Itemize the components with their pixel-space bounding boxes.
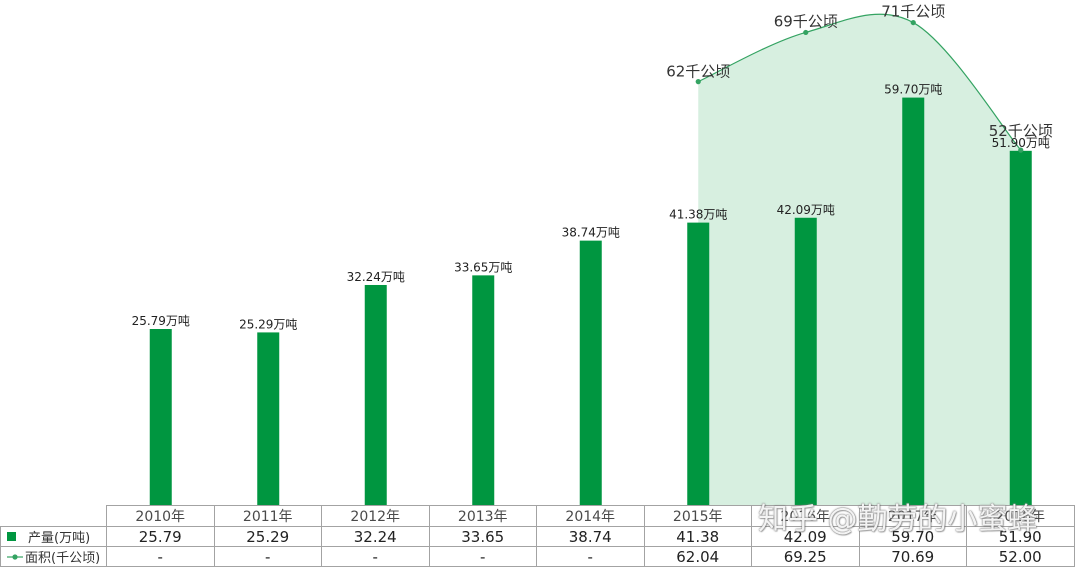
table-header-year: 2010年 [107, 505, 215, 527]
area-point-marker [910, 19, 916, 26]
area-data-label: 52千公顷 [989, 122, 1053, 140]
area-point-marker [1018, 147, 1024, 153]
table-header-year: 2016年 [752, 505, 860, 527]
legend-line-marker-icon [7, 553, 23, 560]
row-label-production: 产量(万吨) [0, 527, 107, 547]
area-data-label: 69千公顷 [774, 12, 838, 30]
table-value: 25.79 [107, 527, 215, 547]
table-value: 32.24 [322, 527, 430, 547]
table-value: - [214, 547, 322, 567]
table-value: 42.09 [752, 527, 860, 547]
bar-2014年 [579, 240, 602, 505]
table-value: 25.29 [214, 527, 322, 547]
row-label-text: 面积(千公顷) [25, 551, 101, 566]
bar-data-label: 32.24万吨 [347, 270, 405, 284]
table-value: 41.38 [644, 527, 752, 547]
table-value: - [107, 547, 215, 567]
table-value: 52.00 [967, 547, 1075, 567]
bar-data-label: 42.09万吨 [777, 203, 835, 217]
table-value: 69.25 [752, 547, 860, 567]
chart-plot: 25.79万吨 25.29万吨 32.24万吨 33.65万吨 38.74万吨 41.38… [132, 3, 1053, 505]
row-label-text: 产量(万吨) [28, 531, 91, 546]
data-table: 2010年 2011年 2012年 2013年 2014年 2015年 2016年 2017年… [0, 505, 1075, 567]
area-data-label: 62千公顷 [666, 63, 730, 81]
bar-data-label: 38.74万吨 [562, 226, 620, 240]
table-header-year: 2018年 [967, 505, 1075, 527]
bar-2016年 [794, 217, 817, 505]
bar-series [149, 97, 1032, 505]
area-point-marker [695, 79, 701, 85]
bar-data-label: 59.70万吨 [884, 83, 942, 97]
table-header-year: 2017年 [859, 505, 967, 527]
table-header-year: 2011年 [214, 505, 322, 527]
table-header-year: 2014年 [537, 505, 645, 527]
table-header-year: 2012年 [322, 505, 430, 527]
table-value: 38.74 [537, 527, 645, 547]
table-value: - [322, 547, 430, 567]
bar-2013年 [472, 275, 495, 505]
bar-2015年 [687, 222, 710, 505]
bar-data-label: 25.79万吨 [132, 314, 190, 328]
data-labels: 25.79万吨 25.29万吨 32.24万吨 33.65万吨 38.74万吨 41.38… [132, 3, 1053, 332]
bar-2012年 [364, 284, 387, 505]
bar-data-label: 33.65万吨 [454, 260, 512, 274]
table-value: 62.04 [644, 547, 752, 567]
table-header-year: 2015年 [644, 505, 752, 527]
table-value: 51.90 [967, 527, 1075, 547]
area-series [698, 13, 1022, 505]
area-point-marker [803, 29, 809, 36]
bar-2011年 [257, 332, 280, 505]
table-value: 59.70 [859, 527, 967, 547]
area-point-markers [695, 19, 1024, 153]
table-value: - [537, 547, 645, 567]
bar-2010年 [149, 329, 172, 505]
bar-2018年 [1009, 150, 1032, 505]
legend-bar-swatch-icon [7, 532, 16, 541]
area-line [698, 13, 1022, 151]
table-value: 70.69 [859, 547, 967, 567]
bar-data-label: 25.29万吨 [239, 317, 297, 331]
area-fill [698, 14, 1021, 505]
table-header-year: 2013年 [429, 505, 537, 527]
bar-2017年 [902, 97, 925, 505]
bar-data-label: 51.90万吨 [992, 136, 1050, 150]
table-value: 33.65 [429, 527, 537, 547]
area-data-label: 71千公顷 [881, 3, 945, 21]
row-label-area: 面积(千公顷) [0, 547, 107, 567]
table-corner [0, 505, 107, 527]
bar-data-label: 41.38万吨 [669, 208, 727, 222]
legend-dot [12, 553, 18, 560]
table-value: - [429, 547, 537, 567]
